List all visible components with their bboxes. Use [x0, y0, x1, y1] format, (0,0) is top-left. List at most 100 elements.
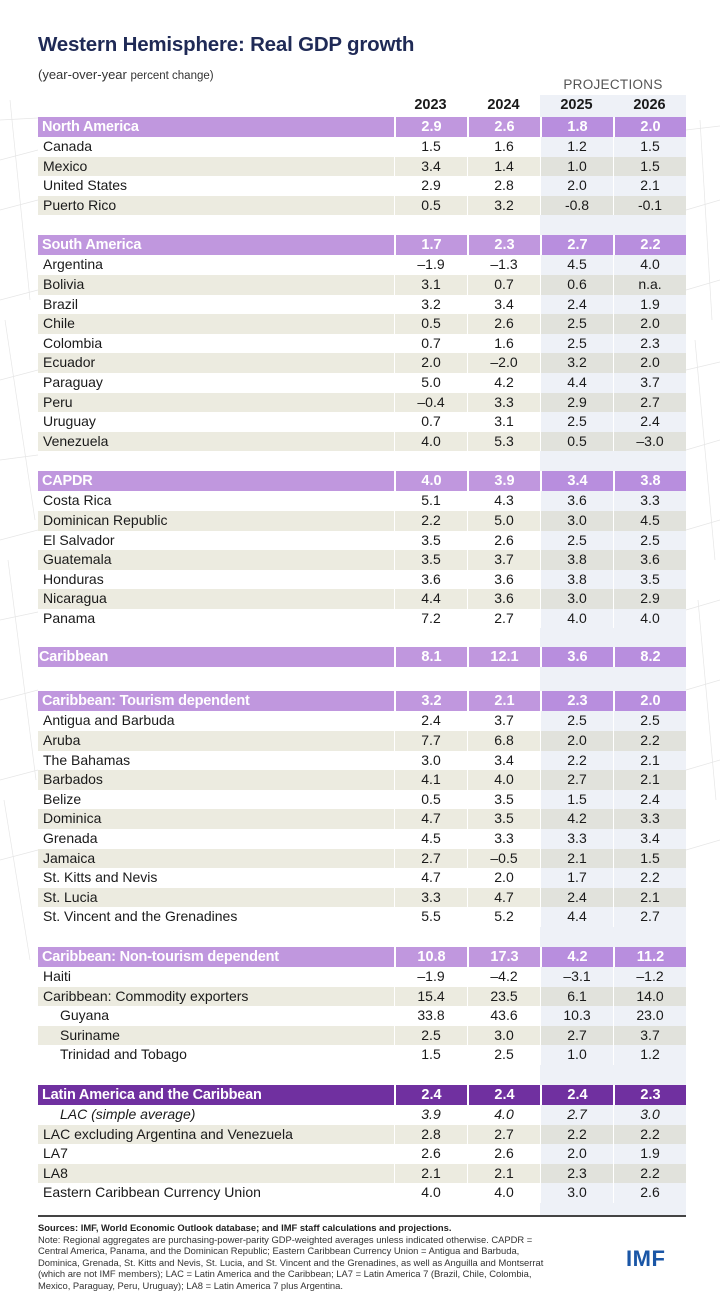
table-row: Dominican Republic 2.2 5.0 3.0 4.5 — [38, 510, 686, 531]
row-value: 3.1 — [467, 412, 540, 432]
row-value: 6.1 — [540, 986, 613, 1007]
row-value: 1.5 — [613, 848, 686, 869]
group-header-row: North America 2.9 2.6 1.8 2.0 — [38, 117, 686, 137]
row-value: –1.9 — [394, 967, 467, 987]
footer-notes: Sources: IMF, World Economic Outlook dat… — [38, 1222, 558, 1292]
group-value: 2.4 — [467, 1084, 540, 1105]
section-gap — [38, 927, 686, 947]
row-label: Guatemala — [38, 550, 394, 570]
table-row: Grenada 4.5 3.3 3.3 3.4 — [38, 829, 686, 849]
row-value: 4.0 — [467, 770, 540, 790]
row-value: 3.0 — [540, 1183, 613, 1203]
row-value: 3.0 — [540, 589, 613, 609]
group-label: CAPDR — [38, 471, 394, 492]
projections-label: PROJECTIONS — [563, 77, 663, 92]
table-row: Chile 0.5 2.6 2.5 2.0 — [38, 314, 686, 334]
row-value: –0.4 — [394, 392, 467, 413]
row-value: 3.5 — [467, 789, 540, 810]
group-value: 1.8 — [540, 117, 613, 137]
row-value: 3.3 — [467, 392, 540, 413]
row-value: 3.3 — [613, 491, 686, 511]
row-value: 4.0 — [467, 1183, 540, 1203]
table-row: Antigua and Barbuda 2.4 3.7 2.5 2.5 — [38, 711, 686, 732]
row-value: 3.6 — [394, 569, 467, 590]
row-value: 2.9 — [540, 392, 613, 413]
row-value: 14.0 — [613, 986, 686, 1007]
row-value: 2.8 — [467, 176, 540, 196]
row-label: Dominican Republic — [38, 510, 394, 531]
table-row: Peru –0.4 3.3 2.9 2.7 — [38, 392, 686, 413]
row-label: Chile — [38, 314, 394, 334]
row-value: 6.8 — [467, 731, 540, 751]
table-row: United States 2.9 2.8 2.0 2.1 — [38, 176, 686, 196]
row-value: 2.1 — [613, 770, 686, 790]
table-row: Honduras 3.6 3.6 3.8 3.5 — [38, 569, 686, 590]
row-label: United States — [43, 177, 128, 194]
row-label: LA7 — [43, 1145, 68, 1162]
group-label: North America — [38, 117, 394, 137]
row-value: 4.4 — [394, 589, 467, 609]
row-value: 2.2 — [540, 750, 613, 771]
row-value: 3.5 — [394, 530, 467, 551]
row-value: 2.0 — [394, 353, 467, 373]
row-value: 2.6 — [467, 1144, 540, 1164]
table-row: Colombia 0.7 1.6 2.5 2.3 — [38, 333, 686, 354]
row-value: 2.7 — [467, 1124, 540, 1145]
row-value: 3.6 — [540, 491, 613, 511]
sources-text: Sources: IMF, World Economic Outlook dat… — [38, 1222, 452, 1233]
table-row: Canada 1.5 1.6 1.2 1.5 — [38, 137, 686, 157]
table-row: Eastern Caribbean Currency Union 4.0 4.0 3.… — [38, 1183, 686, 1203]
row-value: 2.9 — [394, 176, 467, 196]
row-value: 3.5 — [467, 809, 540, 830]
row-value: –3.1 — [540, 967, 613, 987]
row-label: Barbados — [38, 770, 394, 790]
row-value: 2.0 — [467, 868, 540, 888]
row-value: –3.0 — [613, 431, 686, 452]
row-value: 2.7 — [613, 907, 686, 927]
row-label: Peru — [38, 392, 394, 413]
row-value: 2.5 — [394, 1025, 467, 1046]
row-value: 5.0 — [467, 510, 540, 531]
row-value: 23.0 — [613, 1006, 686, 1026]
row-value: 2.5 — [540, 333, 613, 354]
row-value: 5.2 — [467, 907, 540, 927]
group-value: 10.8 — [394, 947, 467, 967]
row-value: 2.0 — [540, 176, 613, 196]
row-value: 3.6 — [613, 550, 686, 570]
row-value: 4.7 — [394, 868, 467, 888]
row-value: 2.0 — [540, 731, 613, 751]
row-value: 15.4 — [394, 986, 467, 1007]
row-value: 2.1 — [540, 848, 613, 869]
row-value: –1.3 — [467, 255, 540, 275]
row-value: 0.6 — [540, 274, 613, 295]
page-subtitle: (year-over-year percent change) — [38, 67, 214, 82]
row-label: LA8 — [38, 1163, 394, 1184]
row-value: 2.4 — [540, 294, 613, 315]
row-value: 4.0 — [613, 255, 686, 275]
row-value: 23.5 — [467, 986, 540, 1007]
row-value: 1.0 — [540, 156, 613, 177]
row-label: Ecuador — [38, 353, 394, 373]
row-value: 4.3 — [467, 491, 540, 511]
table-row: Jamaica 2.7 –0.5 2.1 1.5 — [38, 848, 686, 869]
group-label: Caribbean: Tourism dependent — [38, 691, 394, 712]
table-row: LAC excluding Argentina and Venezuela 2.8… — [38, 1124, 686, 1145]
row-value: 3.6 — [467, 569, 540, 590]
group-value: 2.4 — [540, 1084, 613, 1105]
row-value: n.a. — [613, 274, 686, 295]
table-bottom-rule — [38, 1215, 686, 1217]
row-value: –2.0 — [467, 353, 540, 373]
row-value: 3.4 — [467, 750, 540, 771]
row-value: 3.2 — [394, 294, 467, 315]
table-row: Belize 0.5 3.5 1.5 2.4 — [38, 789, 686, 810]
row-value: 1.6 — [467, 137, 540, 157]
group-value: 4.0 — [394, 471, 467, 492]
row-value: 4.5 — [540, 255, 613, 275]
row-value: 2.5 — [613, 711, 686, 732]
row-value: 4.4 — [540, 907, 613, 927]
row-label: Antigua and Barbuda — [43, 712, 175, 729]
group-header-row: Caribbean: Tourism dependent 3.2 2.1 2.3 2.0 — [38, 691, 686, 712]
group-value: 8.1 — [394, 647, 467, 668]
row-value: 10.3 — [540, 1006, 613, 1026]
row-value: 3.0 — [613, 1104, 686, 1125]
